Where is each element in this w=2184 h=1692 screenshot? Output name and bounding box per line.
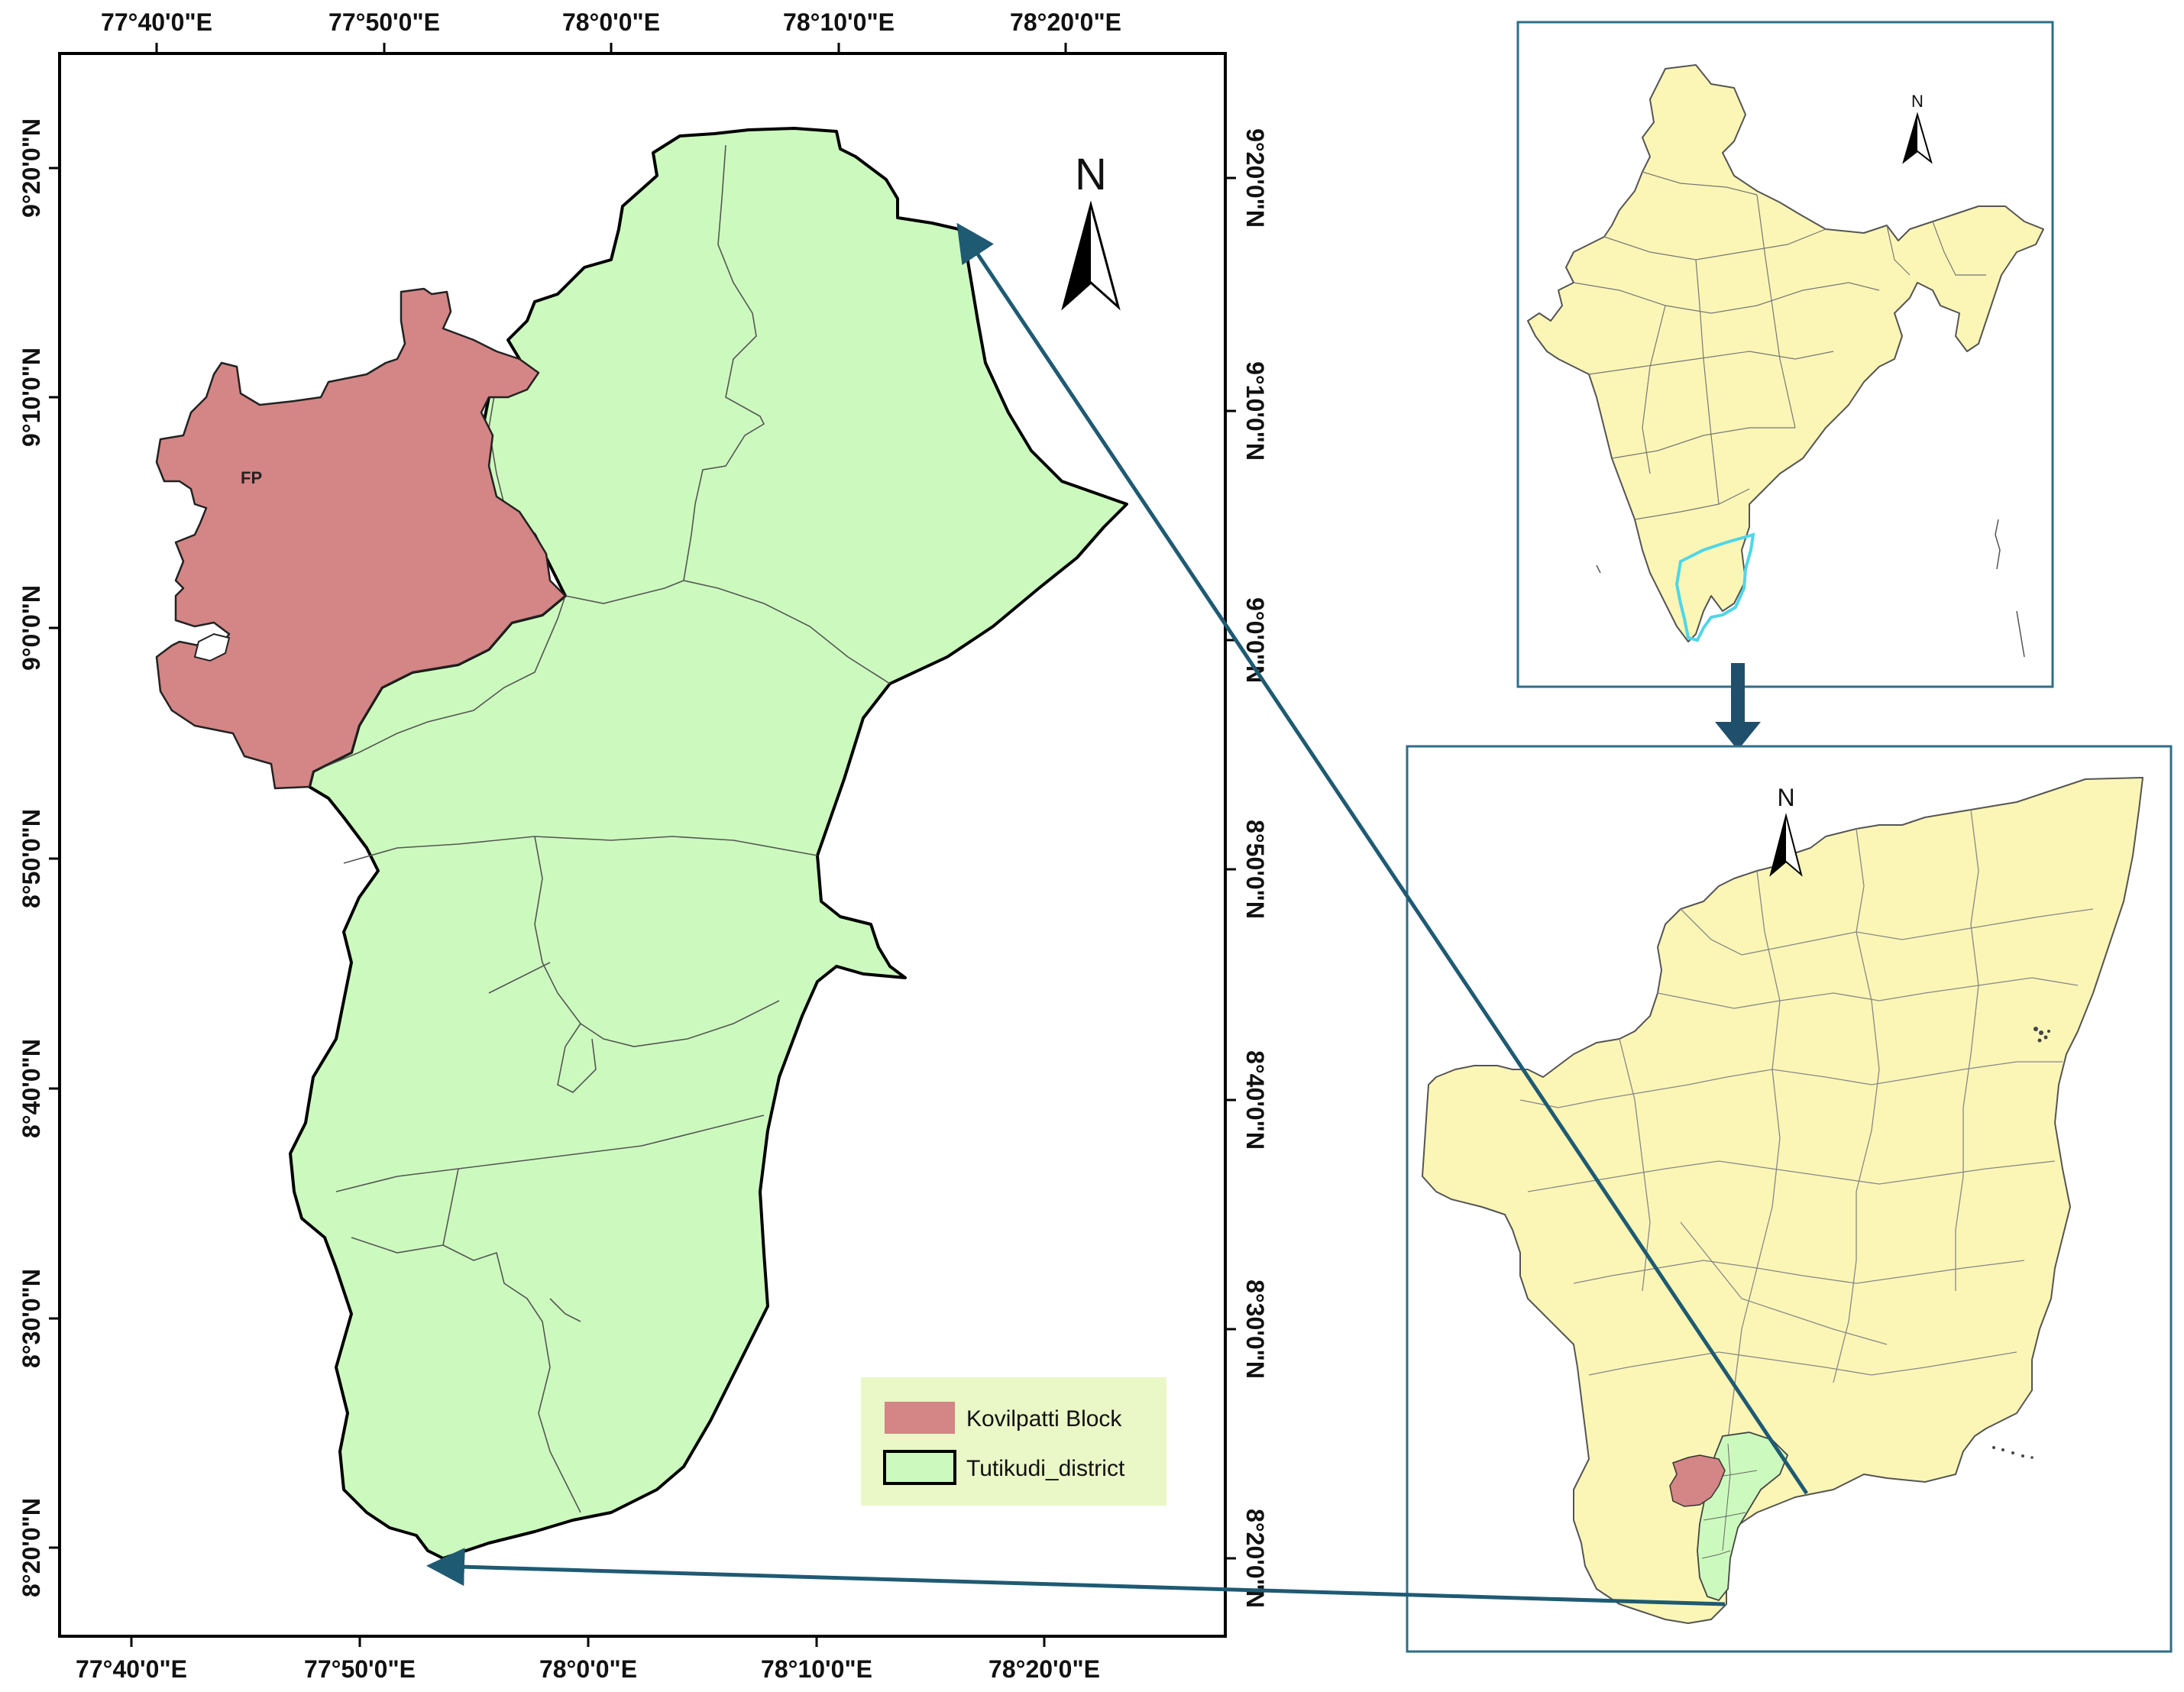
right-lat-label-5: 8°40'0"N	[1241, 1050, 1269, 1150]
left-lat-label-2: 9°10'0"N	[18, 348, 45, 447]
top-lon-label-4: 78°10'0"E	[783, 8, 895, 36]
right-lat-label-6: 8°30'0"N	[1241, 1280, 1269, 1379]
district-internal-boundaries	[312, 144, 891, 1513]
main-map-panel: 77°40'0"E 77°50'0"E 78°0'0"E 78°10'0"E 7…	[18, 8, 1269, 1683]
bottom-lon-label-2: 77°50'0"E	[304, 1655, 416, 1683]
india-north-label: N	[1911, 92, 1924, 111]
fp-label: FP	[241, 468, 262, 487]
left-lat-label-7: 8°20'0"N	[18, 1498, 45, 1597]
legend-swatch-tutikudi	[883, 1450, 956, 1485]
left-lat-label-1: 9°20'0"N	[18, 118, 45, 218]
bottom-lon-label-5: 78°20'0"E	[988, 1655, 1100, 1683]
right-lat-label-4: 8°50'0"N	[1241, 820, 1269, 919]
legend-box	[861, 1377, 1166, 1506]
india-state-lines	[1573, 171, 1986, 520]
main-north-arrow: N	[1061, 150, 1121, 311]
map-legend: Kovilpatti Block Tutikudi_district	[861, 1377, 1166, 1506]
legend-swatch-kovilpatti	[885, 1402, 955, 1434]
legend-label-tutikudi: Tutikudi_district	[966, 1456, 1125, 1481]
left-lat-label-6: 8°30'0"N	[18, 1269, 45, 1368]
inset-connector-arrow	[1715, 663, 1761, 750]
top-lon-label-3: 78°0'0"E	[562, 8, 660, 36]
tamil-nadu-district-lines	[1519, 809, 2094, 1452]
main-north-label: N	[1075, 150, 1107, 199]
legend-label-kovilpatti: Kovilpatti Block	[966, 1406, 1122, 1432]
right-lat-label-7: 8°20'0"N	[1241, 1509, 1269, 1608]
main-map-ticks	[49, 43, 1236, 1647]
tamil-nadu-inset-panel: N	[1406, 745, 2173, 1653]
left-lat-label-3: 9°0'0"N	[18, 585, 45, 671]
left-lat-label-5: 8°40'0"N	[18, 1039, 45, 1138]
top-lon-label-5: 78°20'0"E	[1010, 8, 1121, 36]
india-inset-panel: N	[1516, 21, 2054, 688]
left-lat-label-4: 8°50'0"N	[18, 809, 45, 908]
india-outline	[1527, 64, 2044, 642]
right-lat-label-1: 9°20'0"N	[1241, 128, 1269, 228]
tn-coast-islands	[1992, 1027, 2050, 1459]
tamil-nadu-outline	[1422, 777, 2144, 1624]
tn-north-label: N	[1777, 784, 1794, 811]
top-lon-label-1: 77°40'0"E	[101, 8, 212, 36]
tn-kovilpatti-block	[1669, 1454, 1726, 1507]
tamil-nadu-highlight	[1674, 532, 1755, 642]
india-islands	[1596, 519, 2025, 658]
arrow-to-north-tip	[956, 222, 1809, 1495]
kovilpatti-hole	[193, 632, 231, 662]
bottom-lon-label-3: 78°0'0"E	[539, 1655, 637, 1683]
right-lat-label-2: 9°10'0"N	[1241, 361, 1269, 461]
bottom-lon-label-1: 77°40'0"E	[76, 1655, 187, 1683]
top-lon-label-2: 77°50'0"E	[328, 8, 440, 36]
kovilpatti-block-polygon	[155, 287, 567, 790]
arrow-to-south-tip	[426, 1548, 1726, 1606]
locator-arrows	[426, 222, 1809, 1606]
bottom-lon-label-4: 78°10'0"E	[761, 1655, 872, 1683]
